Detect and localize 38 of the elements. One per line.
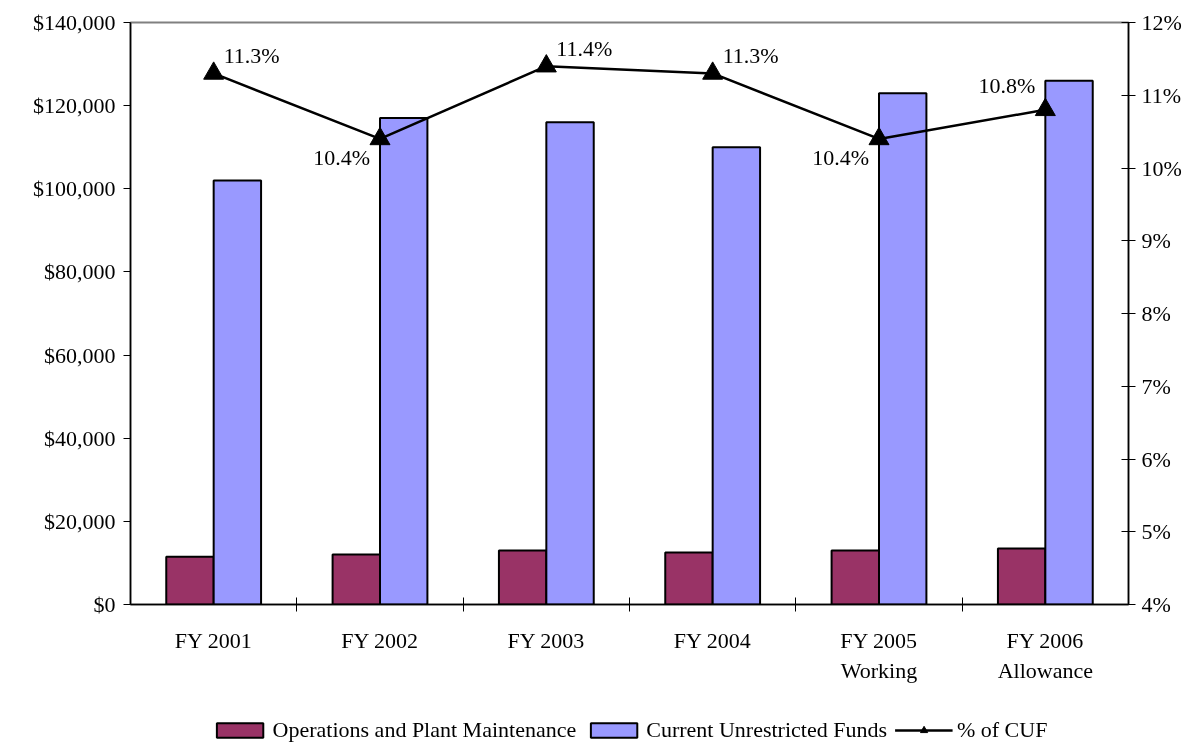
y-tick-label: $80,000 bbox=[44, 259, 116, 285]
y2-tick-label: 4% bbox=[1141, 592, 1171, 617]
data-label: 10.8% bbox=[978, 72, 1036, 98]
x-tick-label: FY 2002 bbox=[341, 627, 418, 653]
y2-tick-label: 9% bbox=[1141, 228, 1171, 254]
y2-tick-label: 6% bbox=[1141, 446, 1171, 472]
y2-tick-label: 12% bbox=[1141, 10, 1182, 35]
y2-tick-label: 11% bbox=[1141, 82, 1182, 108]
point bbox=[1034, 97, 1056, 117]
legend-label: Operations and Plant Maintenance bbox=[272, 717, 577, 743]
y-tick-label: $100,000 bbox=[33, 176, 116, 202]
point bbox=[868, 126, 890, 146]
y2-tick-label: 8% bbox=[1141, 301, 1171, 326]
x-tick-label: FY 2003 bbox=[507, 627, 585, 653]
y-tick-label: $40,000 bbox=[44, 425, 116, 451]
y2-tick-label: 5% bbox=[1141, 519, 1171, 545]
point bbox=[369, 126, 391, 146]
point bbox=[203, 61, 225, 80]
y2-tick-label: 7% bbox=[1141, 373, 1171, 399]
y2-tick-label: 10% bbox=[1141, 155, 1182, 181]
y-tick-label: $120,000 bbox=[33, 93, 116, 119]
y-tick-label: $0 bbox=[93, 592, 116, 617]
data-label: 10.4% bbox=[313, 144, 370, 170]
legend-label: Current Unrestricted Funds bbox=[646, 717, 887, 743]
y-tick-label: $140,000 bbox=[33, 10, 116, 35]
y-tick-label: $60,000 bbox=[44, 342, 116, 368]
y-tick-label: $20,000 bbox=[44, 508, 116, 534]
x-tick-label: FY 2005 Working bbox=[840, 627, 918, 683]
x-tick-label: FY 2001 bbox=[174, 627, 252, 653]
x-tick-label: FY 2006 Allowance bbox=[997, 627, 1093, 683]
data-label: 11.3% bbox=[722, 43, 779, 69]
data-label: 10.4% bbox=[812, 144, 869, 170]
legend-label: % of CUF bbox=[956, 717, 1048, 743]
point bbox=[702, 61, 724, 80]
x-tick-label: FY 2004 bbox=[673, 627, 751, 653]
data-label: 11.4% bbox=[556, 36, 613, 62]
point bbox=[535, 54, 557, 73]
data-label: 11.3% bbox=[223, 43, 280, 69]
